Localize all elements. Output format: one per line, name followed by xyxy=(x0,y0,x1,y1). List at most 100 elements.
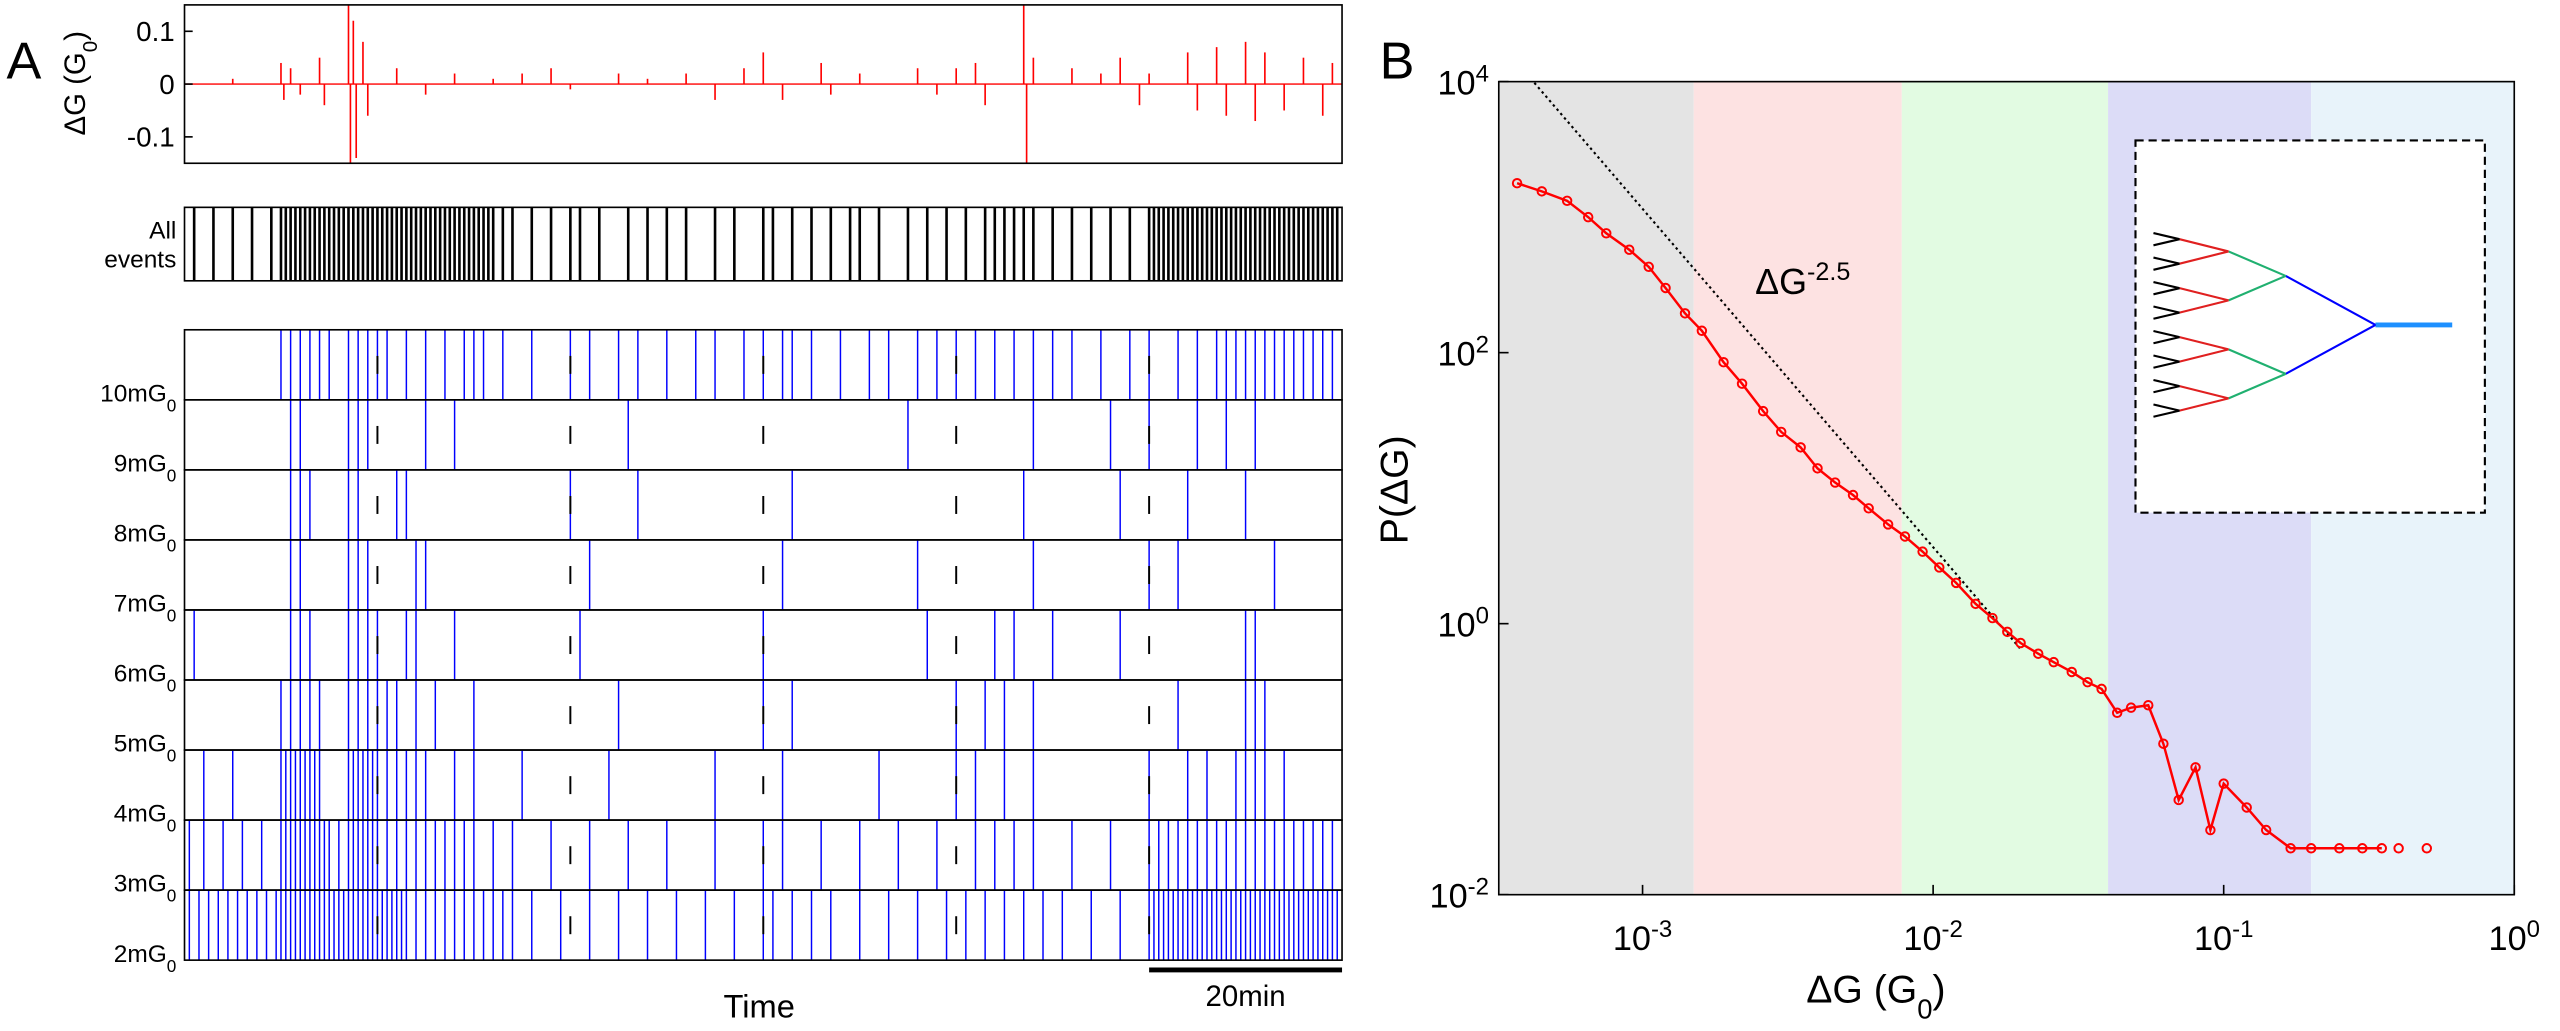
row-label: 3mG0 xyxy=(114,871,177,906)
x-tick-label: 10-3 xyxy=(1613,916,1672,958)
power-law-fit xyxy=(1531,81,2022,650)
x-tick-label: 10-1 xyxy=(2194,916,2253,958)
y-tick-label-part: 10 xyxy=(1438,607,1476,645)
data-point xyxy=(2143,700,2154,711)
y-tick-label: 10-2 xyxy=(1430,873,1489,916)
axes-box xyxy=(1497,80,2516,896)
tree-branch xyxy=(2179,348,2229,363)
x-tick-label-part: 10 xyxy=(2489,920,2527,958)
tree-branch xyxy=(2153,238,2180,247)
data-point xyxy=(2241,802,2252,813)
data-point xyxy=(2357,843,2368,854)
data-point xyxy=(2190,762,2201,773)
data-point xyxy=(1561,195,1573,207)
data-point xyxy=(2376,843,2388,854)
data-point xyxy=(2015,637,2026,649)
data-point xyxy=(1970,598,1981,610)
row-label-part: 0 xyxy=(167,956,177,976)
row-label: 5mG0 xyxy=(114,731,177,766)
tree-branch xyxy=(2179,299,2229,314)
fit-label-part: ΔG xyxy=(1755,261,1807,302)
row-label-part: 2mG xyxy=(114,941,167,968)
x-axis-label-part: 0 xyxy=(1917,993,1932,1024)
tree-branch xyxy=(2153,336,2180,345)
y-tick-label: 104 xyxy=(1438,60,1489,103)
tree-branch xyxy=(2285,274,2376,326)
y-tick-label: 0.1 xyxy=(136,16,175,47)
y-axis-label-part: ) xyxy=(59,31,92,41)
tree-branch xyxy=(2153,403,2180,412)
row-label-part: 4mG xyxy=(114,801,167,828)
y-tick-label: 100 xyxy=(1438,602,1489,644)
row-label: 4mG0 xyxy=(114,801,177,836)
x-axis-label-part: ΔG (G xyxy=(1806,968,1917,1011)
row-label: 7mG0 xyxy=(114,591,177,626)
row-label-part: 0 xyxy=(167,746,177,766)
fit-label: ΔG-2.5 xyxy=(1755,258,1850,302)
data-point xyxy=(1696,325,1708,337)
data-point xyxy=(2205,824,2216,836)
y-tick-label-part: 10 xyxy=(1430,878,1468,916)
y-axis-label-part: 0 xyxy=(78,41,101,52)
row-label: 2mG0 xyxy=(114,941,177,976)
data-point xyxy=(2066,666,2077,678)
data-point xyxy=(2111,707,2123,718)
tree-branch xyxy=(2228,372,2287,400)
data-point xyxy=(1736,378,1748,389)
tree-branch xyxy=(2153,305,2180,314)
data-point xyxy=(1950,577,1962,589)
data-point xyxy=(1917,546,1928,557)
y-axis-label: ΔG (G0) xyxy=(59,31,102,136)
data-point xyxy=(2125,702,2137,713)
data-point xyxy=(2393,843,2404,854)
region-band xyxy=(1901,81,2109,895)
data-point xyxy=(1601,228,1612,239)
x-tick-label-part: 10 xyxy=(1613,920,1651,958)
y-tick-label-part: 0 xyxy=(1476,602,1489,629)
row-label: 6mG0 xyxy=(114,661,177,696)
row-label-part: 8mG xyxy=(114,521,167,548)
tree-branch xyxy=(2228,274,2287,302)
data-point xyxy=(1536,186,1548,197)
data-point xyxy=(1882,519,1894,530)
scale-bar-label: 20min xyxy=(1206,980,1286,1013)
data-point xyxy=(2173,794,2184,806)
tree-branch xyxy=(2179,336,2229,351)
x-tick-label-part: -2 xyxy=(1942,916,1963,943)
x-axis-label: Time xyxy=(724,987,795,1024)
panel-label: A xyxy=(7,32,42,90)
data-point xyxy=(2033,648,2044,659)
row-label-part: 0 xyxy=(167,466,177,486)
row-label-part: 6mG xyxy=(114,661,167,688)
data-point xyxy=(1624,244,1635,255)
raster-box xyxy=(183,206,1343,282)
region-band xyxy=(1498,81,1694,895)
tree-branch xyxy=(2179,397,2229,412)
data-point xyxy=(2096,683,2107,695)
x-axis-label-part: ) xyxy=(1933,968,1946,1011)
y-tick-label-part: 2 xyxy=(1476,331,1489,358)
tree-branch xyxy=(2153,256,2180,265)
row-label-part: 0 xyxy=(167,676,177,696)
data-point xyxy=(1582,211,1594,223)
y-tick-label: 0 xyxy=(159,69,174,100)
raster-label: events xyxy=(104,247,176,274)
plot-area xyxy=(1511,81,2433,854)
tree-branch xyxy=(2228,250,2287,277)
x-tick-label-part: 10 xyxy=(1903,920,1941,958)
data-point xyxy=(1847,489,1859,501)
tree-branch xyxy=(2153,409,2180,418)
data-point xyxy=(1660,282,1671,294)
tree-branch xyxy=(2153,378,2180,388)
tree-branch xyxy=(2153,385,2180,394)
data-point xyxy=(1679,308,1691,319)
row-label-part: 0 xyxy=(167,886,177,906)
tree-branch xyxy=(2153,329,2180,339)
data-point xyxy=(1863,503,1874,514)
row-label-part: 5mG xyxy=(114,731,167,758)
x-tick-label: 100 xyxy=(2489,916,2540,958)
data-point xyxy=(1795,442,1806,453)
data-point xyxy=(2048,656,2059,668)
data-point xyxy=(2260,824,2272,836)
